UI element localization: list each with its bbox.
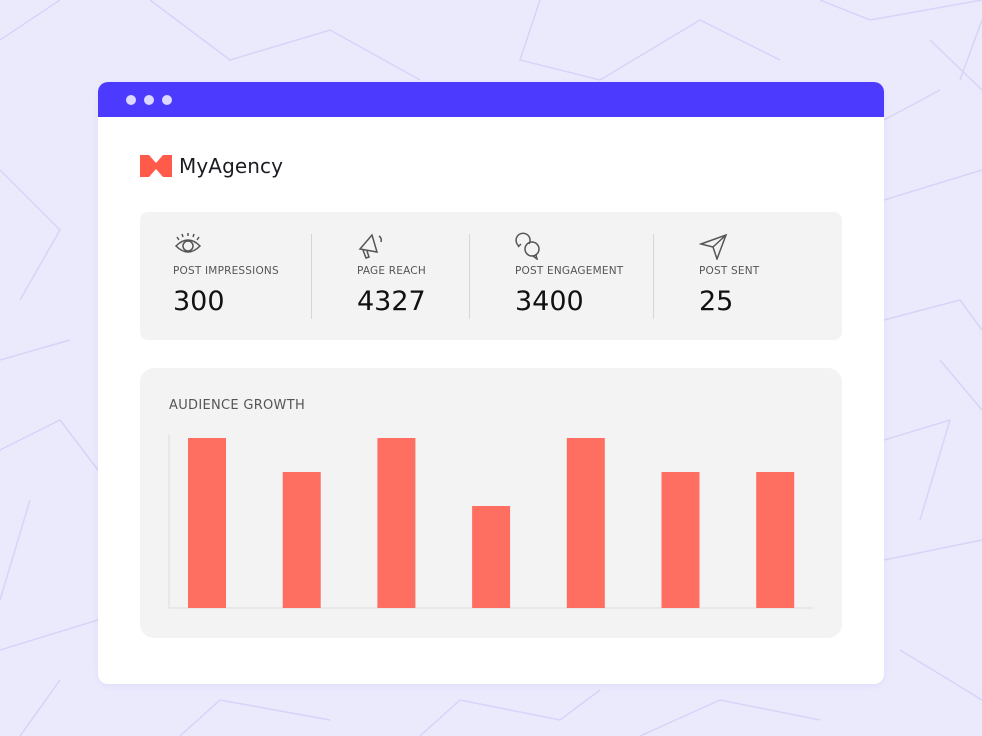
stat-value: 25 (699, 286, 734, 317)
app-window: MyAgency POST IMPRESSIONS 300 PAGE REACH… (98, 82, 884, 684)
stat-label: POST IMPRESSIONS (173, 265, 279, 277)
brand-logo[interactable]: MyAgency (140, 154, 283, 178)
brand-name: MyAgency (179, 154, 284, 178)
bar-7 (756, 472, 795, 608)
stat-label: POST ENGAGEMENT (515, 265, 624, 277)
window-dot[interactable] (126, 95, 136, 105)
megaphone-icon (358, 233, 382, 259)
divider (653, 234, 654, 319)
bar-4 (472, 506, 511, 608)
bar-2 (282, 472, 321, 608)
brand-logo-icon (140, 155, 172, 177)
window-dot[interactable] (162, 95, 172, 105)
stat-value: 4327 (357, 286, 426, 317)
window-titlebar (98, 82, 884, 117)
chat-bubbles-icon (515, 232, 540, 260)
divider (311, 234, 312, 319)
chart-title: AUDIENCE GROWTH (169, 398, 306, 413)
stats-panel: POST IMPRESSIONS 300 PAGE REACH 4327 POS… (140, 212, 842, 340)
window-dot[interactable] (144, 95, 154, 105)
bar-3 (377, 438, 416, 608)
stat-value: 300 (173, 286, 225, 317)
stat-label: PAGE REACH (357, 265, 426, 277)
send-icon (699, 233, 728, 260)
audience-growth-chart (168, 435, 813, 609)
bar-1 (188, 438, 226, 608)
stat-value: 3400 (515, 286, 584, 317)
bar-6 (661, 472, 700, 608)
stat-label: POST SENT (699, 265, 760, 277)
divider (469, 234, 470, 319)
bar-5 (566, 438, 605, 608)
eye-icon (174, 233, 202, 253)
audience-growth-card: AUDIENCE GROWTH (140, 368, 842, 638)
